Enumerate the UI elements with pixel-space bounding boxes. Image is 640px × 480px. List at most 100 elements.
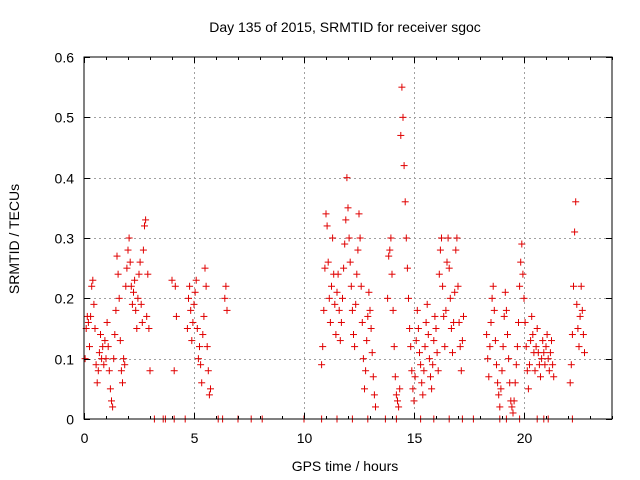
data-point <box>538 355 546 363</box>
data-point <box>119 379 126 387</box>
data-point <box>389 306 397 314</box>
data-point <box>144 270 152 278</box>
data-point <box>419 391 427 399</box>
data-point <box>531 367 539 375</box>
data-point <box>319 343 327 351</box>
data-point <box>387 234 395 242</box>
data-point <box>171 282 179 290</box>
axis-ticks: 0 0.1 0.2 0.3 0.4 0.5 0.6 0 5 10 15 20 <box>55 50 613 446</box>
data-point <box>201 264 209 272</box>
data-point <box>544 355 552 363</box>
data-point <box>143 312 151 320</box>
data-point <box>442 306 450 314</box>
data-point <box>499 343 507 351</box>
data-point <box>566 379 574 387</box>
data-point <box>447 325 455 332</box>
data-point <box>367 325 375 332</box>
data-point <box>190 300 198 308</box>
data-point <box>84 318 92 326</box>
data-point <box>443 258 451 266</box>
data-point <box>90 300 98 308</box>
y-tick-label: 0.4 <box>55 171 75 187</box>
data-point <box>528 312 536 320</box>
data-point <box>112 306 120 314</box>
data-point <box>541 361 549 369</box>
data-point <box>394 397 401 405</box>
data-point <box>344 204 352 212</box>
x-tick-label: 20 <box>517 430 533 446</box>
data-point <box>445 264 453 272</box>
data-point <box>398 83 406 91</box>
data-point <box>359 355 367 363</box>
data-point <box>529 331 537 339</box>
data-point <box>495 391 503 399</box>
data-point <box>521 318 529 326</box>
data-point <box>403 264 411 272</box>
data-point <box>390 343 398 351</box>
data-point <box>198 379 206 387</box>
x-tick-label: 10 <box>297 430 313 446</box>
data-point <box>113 252 121 260</box>
data-point <box>430 337 438 345</box>
data-point <box>573 300 581 308</box>
data-point <box>117 367 125 375</box>
data-point <box>336 337 344 345</box>
data-point <box>545 367 553 375</box>
data-point <box>424 331 432 339</box>
data-point <box>395 403 403 411</box>
data-point <box>518 240 526 248</box>
data-point <box>388 270 396 278</box>
data-point <box>539 337 547 345</box>
data-point <box>537 373 544 381</box>
data-point <box>413 306 421 314</box>
data-point <box>125 234 133 242</box>
data-point <box>146 367 154 375</box>
data-point <box>433 349 441 357</box>
data-point <box>321 264 329 272</box>
data-point <box>549 361 557 369</box>
data-point <box>532 343 540 351</box>
data-point <box>423 300 431 308</box>
data-point <box>505 355 513 363</box>
data-point <box>101 337 109 345</box>
data-point <box>510 397 518 405</box>
data-point <box>329 234 337 242</box>
data-point <box>568 331 576 339</box>
data-point <box>170 367 178 375</box>
data-point <box>368 349 376 357</box>
data-point <box>137 300 145 308</box>
data-point <box>516 282 524 290</box>
data-point <box>425 355 433 363</box>
data-point <box>342 216 350 224</box>
data-point <box>543 331 551 339</box>
data-point <box>574 325 582 332</box>
y-axis-label: SRMTID / TECUs <box>6 184 22 294</box>
data-point <box>142 216 150 224</box>
data-point <box>396 385 404 393</box>
data-point <box>540 349 548 357</box>
data-point <box>513 343 521 351</box>
data-point <box>488 294 496 302</box>
data-point <box>186 282 194 290</box>
data-point <box>435 270 443 278</box>
data-point <box>369 373 377 381</box>
data-point <box>392 391 400 399</box>
data-point <box>188 337 196 345</box>
data-point <box>348 306 356 314</box>
data-point <box>105 367 113 375</box>
data-point <box>422 318 430 326</box>
data-point <box>322 210 330 218</box>
data-point <box>542 343 550 351</box>
data-point <box>449 349 456 357</box>
data-point <box>194 355 202 363</box>
data-point <box>440 312 448 320</box>
data-point <box>494 379 502 387</box>
data-point <box>221 294 229 302</box>
data-point <box>370 391 378 399</box>
data-point <box>421 343 429 351</box>
data-point <box>441 343 449 351</box>
data-point <box>353 270 361 278</box>
data-point <box>93 379 101 387</box>
data-point <box>527 337 535 345</box>
